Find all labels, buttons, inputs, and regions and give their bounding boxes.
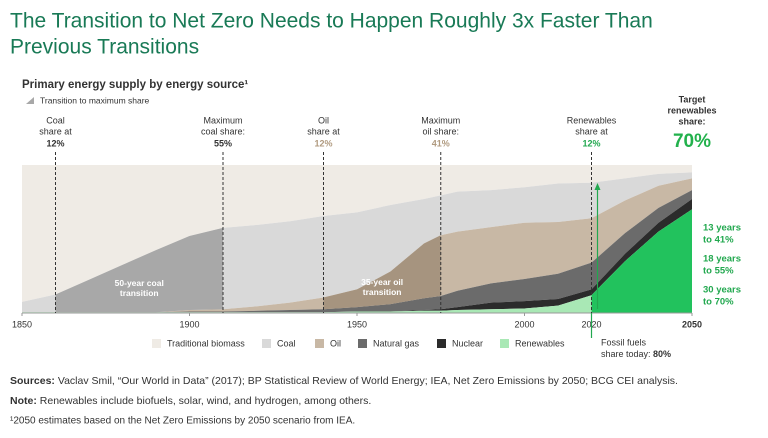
plot	[22, 165, 692, 313]
legend-label: Oil	[330, 338, 341, 348]
x-tick-label: 1900	[179, 319, 199, 329]
footer-text: Note: Renewables include biofuels, solar…	[10, 395, 371, 407]
subtitle: Primary energy supply by energy source¹	[22, 79, 248, 91]
speed-note: to 55%	[703, 266, 734, 277]
annotation-share: 55%	[214, 138, 232, 148]
legend-swatch	[500, 339, 509, 348]
annotation-share: 12%	[46, 138, 64, 148]
annotation-text: oil share:	[422, 126, 459, 136]
annotation-text: Maximum	[203, 115, 242, 125]
transition-label: transition	[120, 288, 159, 298]
annotation-text: Coal	[46, 115, 65, 125]
legend-label: Nuclear	[452, 338, 483, 348]
area	[22, 178, 692, 313]
fossil-share: 80%	[653, 349, 671, 359]
transition-label: transition	[363, 287, 402, 297]
target-text: share:	[678, 116, 705, 126]
legend-swatch	[437, 339, 446, 348]
legend-label: Natural gas	[373, 338, 420, 348]
area	[22, 165, 692, 302]
fossil-text: share today: 80%	[601, 349, 671, 359]
annotation-share: 41%	[432, 138, 450, 148]
fossil-arrowhead	[594, 183, 601, 190]
title: The Transition to Net Zero Needs to Happ…	[10, 10, 653, 33]
note: Renewables include biofuels, solar, wind…	[40, 395, 372, 407]
target-text: renewables	[667, 105, 716, 115]
area	[22, 190, 692, 313]
transition-label: 50-year coal	[115, 278, 164, 288]
target-share: 70%	[673, 131, 711, 152]
annotation-share: 12%	[582, 138, 600, 148]
projection-area	[591, 209, 692, 313]
transition-icon	[26, 97, 34, 104]
legend-swatch	[315, 339, 324, 348]
fossil-text: Fossil fuels	[601, 337, 647, 347]
speed-note: to 41%	[703, 235, 734, 246]
legend-label: Coal	[277, 338, 296, 348]
legend-swatch	[262, 339, 271, 348]
sources: Vaclav Smil, “Our World in Data” (2017);…	[58, 375, 678, 387]
annotation-text: Oil	[318, 115, 329, 125]
annotation-text: coal share:	[201, 126, 245, 136]
x-tick-label: 1850	[12, 319, 32, 329]
target-text: Target	[679, 94, 706, 104]
legend-swatch	[358, 339, 367, 348]
x-tick-label: 2000	[514, 319, 534, 329]
annotation-text: share at	[575, 126, 608, 136]
annotation-text: Maximum	[421, 115, 460, 125]
x-tick-label: 1950	[347, 319, 367, 329]
sources-label: Sources:	[10, 375, 55, 387]
note-label: Note:	[10, 395, 37, 407]
speed-note: 18 years	[703, 254, 741, 265]
legend-label: Renewables	[515, 338, 565, 348]
speed-note: to 70%	[703, 297, 734, 308]
legend-label: Traditional biomass	[167, 338, 245, 348]
annotation-text: share at	[39, 126, 72, 136]
fossil-prefix: share today:	[601, 349, 651, 359]
footer-text: Sources: Vaclav Smil, “Our World in Data…	[10, 375, 678, 387]
speed-note: 30 years	[703, 285, 741, 296]
annotation-share: 12%	[314, 138, 332, 148]
transition-label: 35-year oil	[361, 277, 403, 287]
annotation-text: share at	[307, 126, 340, 136]
annotation-text: Renewables	[567, 115, 617, 125]
transition-area	[55, 227, 223, 313]
x-tick-label: 2050	[682, 319, 702, 329]
speed-note: 13 years	[703, 223, 741, 234]
legend-swatch	[152, 339, 161, 348]
transition-area	[323, 235, 441, 310]
footnote: ¹2050 estimates based on the Net Zero Em…	[10, 416, 355, 427]
transition-legend: Transition to maximum share	[40, 95, 150, 105]
title: Previous Transitions	[10, 36, 199, 59]
